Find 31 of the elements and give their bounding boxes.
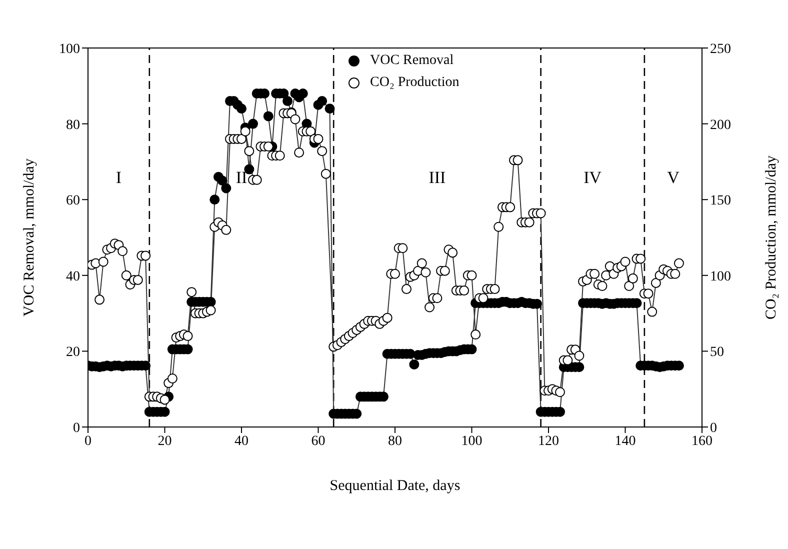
y-tick-label: 40 — [66, 269, 80, 284]
x-axis-title: Sequential Date, days — [330, 478, 460, 494]
x-tick-label: 60 — [311, 434, 326, 449]
y-tick-label: 100 — [59, 42, 80, 57]
x-tick-label: 40 — [234, 434, 248, 449]
y-tick-label: 0 — [73, 420, 80, 436]
annotation: I — [116, 168, 122, 187]
y2-tick-label: 150 — [710, 194, 731, 209]
y2-axis-title: CO₂ Production, mmol/day — [763, 155, 780, 320]
y2-tick-label: 50 — [710, 345, 724, 360]
y-tick-label: 20 — [66, 345, 80, 360]
x-tick-label: 100 — [461, 434, 482, 449]
x-tick-label: 20 — [158, 434, 172, 449]
y2-tick-label: 100 — [710, 269, 731, 284]
y-axis-title: VOC Removal, mmol/day — [21, 158, 38, 316]
y2-tick-label: 250 — [710, 42, 731, 57]
y2-tick-label: 200 — [710, 118, 731, 133]
x-tick-label: 160 — [692, 434, 712, 449]
y2-tick-label: 0 — [710, 420, 717, 436]
x-tick-label: 140 — [614, 434, 636, 449]
legend-label: VOC Removal — [370, 53, 454, 69]
x-tick-label: 80 — [388, 434, 402, 449]
y-tick-label: 80 — [66, 118, 80, 133]
y-tick-label: 60 — [66, 194, 80, 209]
annotation: II — [236, 168, 248, 187]
x-tick-label: 0 — [84, 434, 92, 449]
annotation: IV — [584, 168, 602, 187]
annotation: V — [667, 168, 680, 187]
x-tick-label: 120 — [538, 434, 559, 449]
annotation: III — [428, 168, 446, 187]
legend-label: CO₂ Production — [370, 75, 460, 91]
